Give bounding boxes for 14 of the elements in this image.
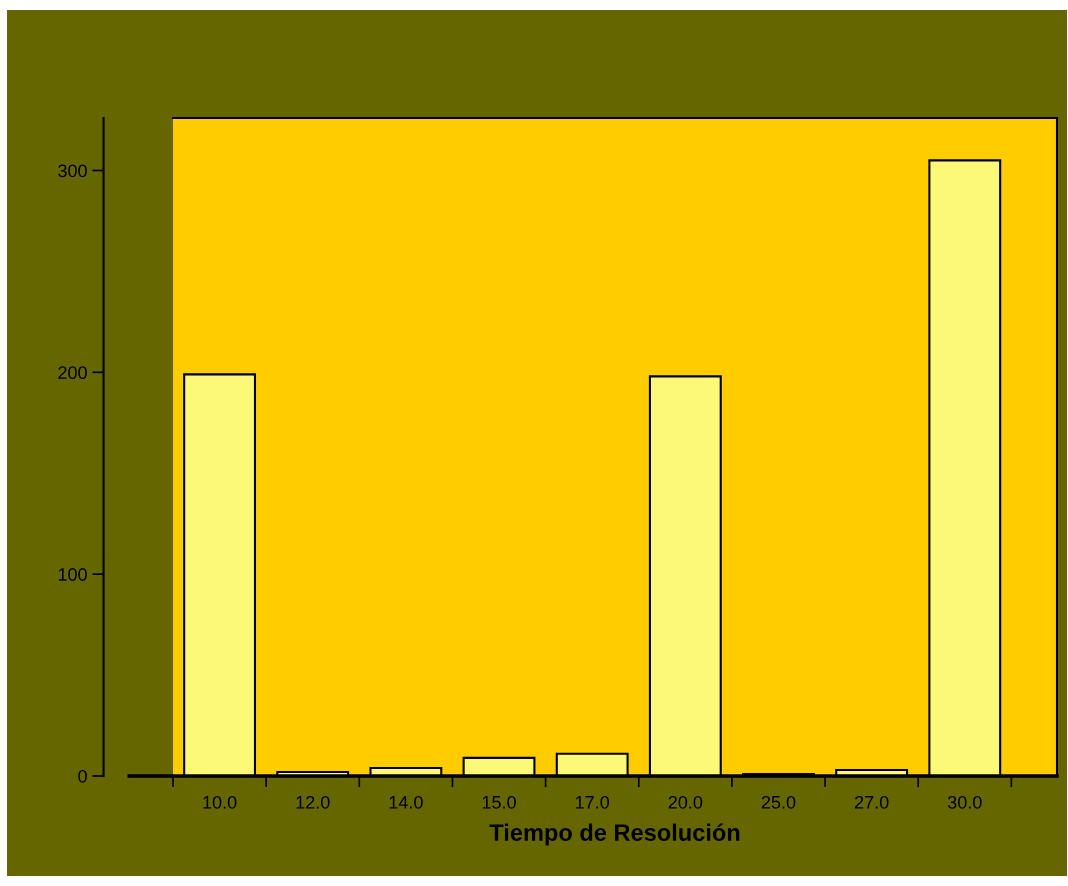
x-tick-label: 27.0: [854, 795, 889, 809]
y-tick-label: 100: [58, 568, 87, 581]
y-tick-label: 300: [58, 164, 87, 178]
x-tick-label: 25.0: [761, 795, 796, 809]
y-tick-label: 200: [58, 366, 87, 380]
x-tick-label: 30.0: [947, 795, 982, 809]
x-tick-label: 17.0: [575, 795, 610, 809]
y-tick-label: 0: [78, 769, 87, 783]
x-tick-label: 14.0: [389, 795, 423, 809]
x-axis-title: Tiempo de Resolución: [489, 823, 740, 846]
x-tick-label: 12.0: [296, 795, 330, 809]
x-tick-label: 20.0: [668, 795, 703, 809]
x-tick-label: 10.0: [203, 795, 237, 809]
x-tick-label: 15.0: [482, 795, 516, 809]
